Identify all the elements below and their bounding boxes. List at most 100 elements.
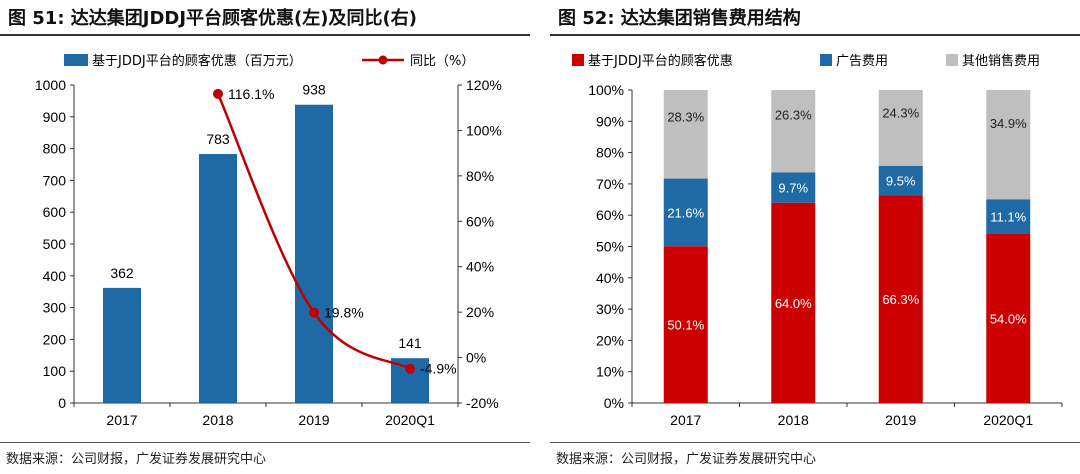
discount-segment-label: 54.0%: [990, 311, 1027, 326]
right-y-tick-label: 60%: [466, 213, 494, 229]
yoy-value-label: 19.8%: [324, 305, 364, 321]
left-chart-bars: 362 783 938 141: [103, 82, 429, 403]
x-tick-label: 2019: [885, 412, 916, 428]
right-chart-axes: 0% 10% 20% 30% 40% 50% 60% 70% 80% 90% 100% 2017 201…: [588, 82, 1063, 428]
left-chart-legend: 基于JDDJ平台的顾客优惠（百万元） 同比（%）: [64, 53, 474, 69]
left-y-tick-label: 1000: [35, 77, 66, 93]
right-y-tick-label: 0%: [466, 350, 486, 366]
left-y-tick-label: 200: [43, 331, 67, 347]
right-source-note: 数据来源：公司财报，广发证券发展研究中心: [556, 452, 817, 467]
y-tick-label: 50%: [596, 239, 624, 255]
advertising-segment-2017: [663, 178, 708, 247]
left-chart: 0 100 200 300 400 500 600 700 800 900 1000 -20% 0% 20…: [35, 53, 502, 428]
right-chart-stacked-bars: 50.1% 21.6% 28.3% 64.0% 9.7% 26.3% 66.3% 9.5% 24…: [663, 90, 1031, 403]
y-tick-label: 0%: [604, 395, 624, 411]
other-expense-segment-label: 26.3%: [775, 108, 812, 123]
other-expense-segment-2019: [878, 90, 923, 166]
legend-line-marker: [378, 55, 388, 65]
legend-bar-swatch: [64, 54, 88, 66]
x-tick-label: 2017: [106, 412, 137, 428]
discount-segment-label: 64.0%: [775, 296, 812, 311]
discount-segment-2018: [771, 202, 816, 403]
left-chart-axes: 0 100 200 300 400 500 600 700 800 900 1000 -20% 0% 20…: [35, 77, 502, 428]
left-figure-panel: 图 51: 达达集团JDDJ平台顾客优惠(左)及同比(右) 0 100 200 300…: [0, 0, 530, 474]
bar-2019: [295, 104, 333, 403]
yoy-point-2018: [213, 88, 223, 99]
legend-bar-label: 基于JDDJ平台的顾客优惠（百万元）: [92, 53, 302, 69]
right-y-tick-label: 20%: [466, 304, 494, 320]
right-figure-title: 图 52: 达达集团销售费用结构: [558, 8, 801, 29]
left-y-tick-label: 500: [43, 236, 67, 252]
right-source-rule: [550, 442, 1080, 443]
y-tick-label: 80%: [596, 145, 624, 161]
advertising-segment-2018: [771, 172, 816, 203]
other-expense-segment-2018: [771, 90, 816, 173]
right-y-tick-label: -20%: [466, 395, 499, 411]
left-y-tick-label: 600: [43, 204, 67, 220]
left-title-rule: [0, 34, 530, 36]
bar-value-label: 938: [302, 82, 326, 98]
left-source-note: 数据来源：公司财报，广发证券发展研究中心: [6, 452, 267, 467]
y-tick-label: 100%: [588, 82, 624, 98]
left-y-tick-label: 400: [43, 268, 67, 284]
x-tick-label: 2019: [298, 412, 329, 428]
legend-swatch-other-expense-segment: [946, 54, 958, 66]
legend-label-advertising-segment: 广告费用: [836, 54, 888, 69]
y-tick-label: 40%: [596, 270, 624, 286]
right-figure-panel: 图 52: 达达集团销售费用结构 0% 10% 20% 30% 40% 50% 60% 70%…: [550, 0, 1080, 474]
right-y-tick-label: 40%: [466, 259, 494, 275]
legend-label-discount-segment: 基于JDDJ平台的顾客优惠: [588, 53, 733, 69]
bar-value-label: 783: [206, 131, 230, 147]
yoy-point-2019: [309, 307, 319, 318]
bar-2018: [199, 154, 237, 403]
advertising-segment-label: 11.1%: [990, 210, 1026, 225]
left-chart-line: 116.1% 19.8% -4.9%: [213, 86, 457, 377]
discount-segment-label: 66.3%: [882, 292, 919, 307]
left-y-tick-label: 100: [43, 363, 67, 379]
y-tick-label: 90%: [596, 113, 624, 129]
right-chart: 0% 10% 20% 30% 40% 50% 60% 70% 80% 90% 100% 2017 201…: [572, 53, 1063, 428]
legend-swatch-advertising-segment: [820, 54, 832, 66]
advertising-segment-label: 9.7%: [778, 180, 808, 195]
yoy-point-2020Q1: [405, 363, 415, 374]
y-tick-label: 70%: [596, 176, 624, 192]
x-tick-label: 2018: [202, 412, 233, 428]
bar-value-label: 362: [110, 265, 134, 281]
advertising-segment-label: 9.5%: [886, 174, 916, 189]
yoy-value-label: -4.9%: [420, 361, 457, 377]
y-tick-label: 20%: [596, 332, 624, 348]
advertising-segment-2019: [878, 165, 923, 196]
right-chart-legend: 基于JDDJ平台的顾客优惠 广告费用 其他销售费用: [572, 53, 1040, 69]
right-y-tick-label: 80%: [466, 168, 494, 184]
y-tick-label: 10%: [596, 364, 624, 380]
advertising-segment-label: 21.6%: [667, 205, 704, 220]
discount-segment-label: 50.1%: [667, 318, 704, 333]
y-tick-label: 30%: [596, 301, 624, 317]
left-y-tick-label: 0: [58, 395, 66, 411]
left-figure-title: 图 51: 达达集团JDDJ平台顾客优惠(左)及同比(右): [8, 8, 417, 29]
bar-value-label: 141: [398, 335, 422, 351]
x-tick-label: 2018: [778, 412, 809, 428]
left-y-tick-label: 800: [43, 141, 67, 157]
other-expense-segment-label: 34.9%: [990, 116, 1027, 131]
other-expense-segment-label: 24.3%: [882, 106, 919, 121]
right-y-tick-label: 120%: [466, 77, 502, 93]
other-expense-segment-label: 28.3%: [667, 110, 704, 125]
y-tick-label: 60%: [596, 207, 624, 223]
right-title-rule: [550, 34, 1080, 36]
yoy-series-line: [216, 93, 411, 370]
left-y-tick-label: 900: [43, 109, 67, 125]
legend-swatch-discount-segment: [572, 54, 584, 66]
left-y-tick-label: 700: [43, 172, 67, 188]
yoy-value-label: 116.1%: [228, 86, 274, 102]
discount-segment-2019: [878, 195, 923, 403]
discount-segment-2017: [663, 246, 708, 403]
other-expense-segment-2020Q1: [986, 90, 1031, 200]
other-expense-segment-2017: [663, 90, 708, 179]
x-tick-label: 2017: [670, 412, 701, 428]
bar-2017: [103, 287, 141, 403]
legend-line-label: 同比（%）: [410, 54, 474, 69]
left-source-rule: [0, 442, 530, 443]
advertising-segment-2020Q1: [986, 199, 1031, 234]
x-tick-label: 2020Q1: [385, 412, 435, 428]
